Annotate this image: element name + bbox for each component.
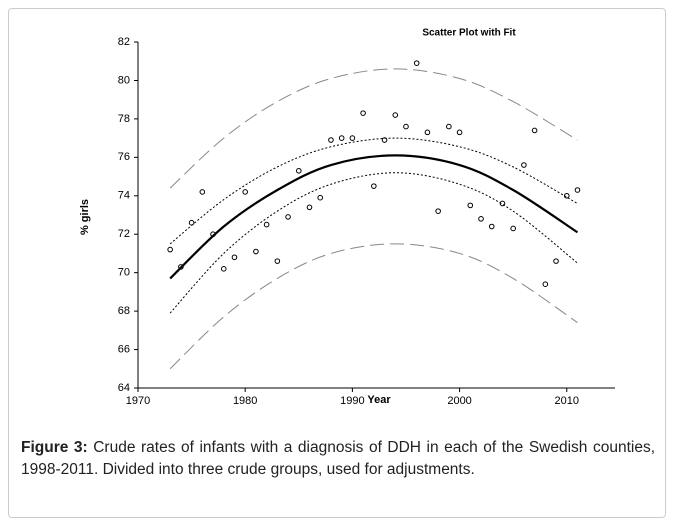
data-point	[338, 135, 345, 141]
y-tick-label: 68	[118, 305, 130, 317]
caption: Figure 3: Crude rates of infants with a …	[21, 437, 655, 481]
data-point	[371, 183, 377, 189]
chart: Scatter Plot with Fit % girls Year 64 66 6…	[79, 28, 615, 407]
y-tick-label: 82	[118, 36, 130, 48]
y-tick-label: 64	[118, 382, 130, 394]
data-point	[349, 135, 356, 141]
data-point	[510, 225, 516, 232]
x-tick-label: 1990	[340, 395, 364, 407]
data-point	[220, 266, 227, 272]
data-point	[306, 204, 313, 211]
y-tick-label: 80	[118, 74, 130, 86]
data-point	[413, 60, 420, 66]
data-point	[521, 162, 527, 168]
data-point	[456, 129, 463, 136]
y-tick-label: 74	[118, 190, 130, 202]
data-point	[360, 110, 366, 116]
data-point	[199, 189, 206, 195]
y-axis-label: % girls	[79, 199, 91, 235]
data-point	[242, 189, 248, 195]
data-point	[563, 192, 570, 199]
data-point	[381, 137, 388, 143]
data-point	[542, 281, 549, 288]
chart-title: Scatter Plot with Fit	[422, 28, 516, 39]
x-tick-label: 2010	[555, 395, 579, 407]
dashed-curve	[169, 243, 578, 370]
data-point	[263, 221, 270, 228]
y-tick-label: 76	[118, 151, 130, 163]
data-point	[317, 194, 324, 201]
dotted-curve	[169, 172, 578, 314]
data-point	[531, 127, 538, 134]
y-tick-label: 70	[118, 267, 130, 279]
caption-text: Crude rates of infants with a diagnosis …	[21, 439, 656, 478]
y-tick-label: 66	[118, 343, 130, 355]
data-point	[478, 216, 484, 222]
data-point	[574, 187, 581, 193]
x-tick-label: 1980	[233, 395, 257, 407]
x-tick-label: 2000	[447, 395, 471, 407]
data-point	[328, 137, 334, 143]
data-point	[274, 258, 281, 264]
dotted-curve	[169, 137, 578, 245]
data-point	[553, 258, 559, 264]
figure: Scatter Plot with Fit % girls Year 64 66 6…	[8, 8, 666, 518]
data-point	[446, 123, 452, 130]
y-tick-label: 72	[118, 228, 130, 240]
data-point	[499, 200, 506, 207]
data-point	[392, 112, 399, 118]
solid-curve	[169, 154, 579, 280]
data-point	[231, 254, 238, 261]
x-tick-label: 1970	[126, 395, 150, 407]
data-point	[167, 246, 173, 253]
data-point	[295, 167, 302, 174]
data-point	[285, 214, 291, 220]
data-point	[188, 219, 195, 226]
data-point	[403, 123, 409, 130]
dashed-curve	[169, 68, 578, 189]
x-axis-label: Year	[367, 394, 391, 406]
data-point	[424, 129, 431, 136]
caption-label: Figure 3:	[21, 439, 88, 456]
data-point	[488, 223, 495, 230]
data-point	[435, 208, 441, 214]
data-point	[253, 248, 259, 255]
y-tick-label: 78	[118, 113, 130, 125]
data-point	[467, 202, 474, 209]
